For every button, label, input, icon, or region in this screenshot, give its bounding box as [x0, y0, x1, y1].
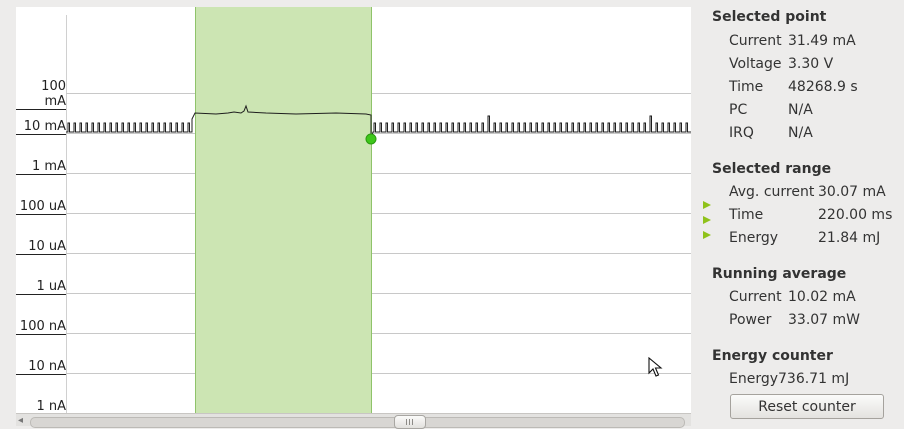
- current-trace: [66, 104, 691, 139]
- running-average-title: Running average: [712, 266, 847, 282]
- expand-arrow-icon[interactable]: [703, 231, 711, 239]
- expand-arrow-icon[interactable]: [703, 216, 711, 224]
- scroll-thumb[interactable]: [394, 415, 426, 429]
- info-panel: Selected point Current 31.49 mA Voltage …: [692, 0, 904, 425]
- current-plot[interactable]: 100 mA 10 mA 1 mA 100 uA 10 uA 1 uA 100 …: [16, 7, 691, 415]
- plot-canvas[interactable]: [16, 7, 691, 413]
- reset-counter-button[interactable]: Reset counter: [730, 394, 884, 419]
- selection-range: [195, 7, 371, 413]
- scroll-left-icon[interactable]: ◂: [18, 415, 24, 426]
- energy-counter-title: Energy counter: [712, 348, 833, 364]
- y-label-100ua: 100 uA: [16, 199, 66, 215]
- selected-point-marker: [365, 133, 377, 145]
- grip-line-icon: [412, 419, 413, 425]
- horizontal-scrollbar[interactable]: ◂: [16, 413, 691, 429]
- y-label-1ma: 1 mA: [16, 159, 66, 175]
- grip-line-icon: [409, 419, 410, 425]
- y-label-100ma: 100 mA: [16, 79, 66, 110]
- y-label-100na: 100 nA: [16, 319, 66, 335]
- scroll-track[interactable]: [30, 417, 685, 428]
- selected-point-title: Selected point: [712, 9, 827, 25]
- expand-arrow-icon[interactable]: [703, 201, 711, 209]
- y-label-1ua: 1 uA: [16, 279, 66, 295]
- y-label-10na: 10 nA: [16, 359, 66, 375]
- y-label-10ua: 10 uA: [16, 239, 66, 255]
- selected-range-title: Selected range: [712, 161, 832, 177]
- mouse-pointer-icon: [648, 357, 663, 377]
- grip-line-icon: [406, 419, 407, 425]
- y-label-10ma: 10 mA: [16, 119, 66, 135]
